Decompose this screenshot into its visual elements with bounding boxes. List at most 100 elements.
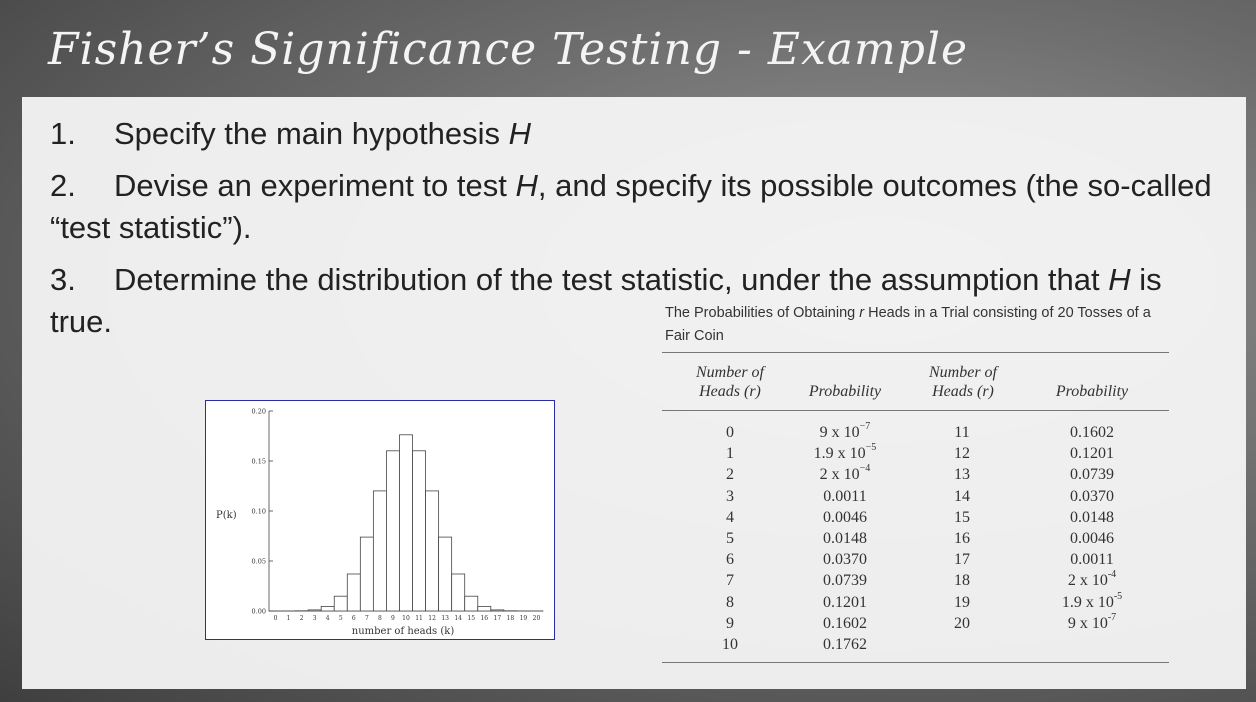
y-tick-label: 0.00	[252, 608, 266, 616]
bar	[333, 595, 348, 612]
x-tick-label: 12	[428, 615, 436, 622]
bar	[425, 490, 440, 612]
left-heads-column: 0 1 2 3 4 5 6 7 8 9 10	[700, 422, 760, 655]
step-3: 3. Determine the distribution of the test…	[50, 262, 1162, 339]
x-tick-label: 9	[391, 615, 395, 622]
heads-cell: 0	[726, 424, 734, 441]
binomial-histogram: P(k) number of heads (k) 0.00 0.05 0.10 0.1…	[205, 400, 555, 640]
step-2: 2. Devise an experiment to test H, and sp…	[50, 168, 1212, 245]
bar	[490, 609, 505, 612]
left-prob-column: 9 x 10−7 1.9 x 10−5 2 x 10−4 0.0011 0.0046 0.…	[790, 422, 900, 655]
prob-cell: 0.0370	[823, 551, 867, 569]
prob-cell: 2 x 10−4	[819, 463, 871, 484]
prob-cell: 0.0148	[1070, 508, 1114, 526]
bar	[346, 573, 361, 612]
bar	[412, 450, 426, 612]
prob-cell: 0.1201	[823, 593, 867, 611]
prob-cell: 0.0370	[1070, 487, 1114, 505]
x-tick-label: 1	[287, 615, 291, 622]
header-prob-left: Probability	[808, 383, 882, 400]
y-tick-label: 0.05	[252, 558, 266, 566]
x-tick-label: 4	[326, 615, 330, 622]
x-tick-label: 13	[441, 615, 449, 622]
heads-cell: 15	[954, 508, 970, 526]
x-tick-label: 6	[352, 615, 356, 622]
right-prob-column: 0.1602 0.1201 0.0739 0.0370 0.0148 0.0046 0.00…	[1037, 422, 1147, 634]
prob-cell: 0.0046	[823, 508, 867, 526]
table-bottom-rule	[662, 662, 1169, 663]
x-tick-label: 0	[274, 615, 278, 622]
prob-cell: 0.0739	[823, 572, 867, 590]
heads-cell: 3	[726, 487, 734, 505]
histogram-svg: P(k) number of heads (k) 0.00 0.05 0.10 0.1…	[216, 408, 544, 637]
y-axis-label: P(k)	[216, 510, 237, 521]
heads-cell: 16	[954, 529, 970, 547]
heads-cell: 6	[726, 551, 734, 569]
prob-cell: 0.0046	[1070, 529, 1114, 547]
x-tick-label: 10	[402, 615, 410, 622]
bar	[307, 609, 322, 612]
x-tick-label: 17	[494, 615, 502, 622]
table-caption: The Probabilities of Obtaining r Heads i…	[665, 305, 1151, 344]
prob-cell: 0.0011	[1070, 551, 1114, 569]
heads-cell: 14	[954, 487, 970, 505]
x-tick-label: 5	[339, 615, 343, 622]
prob-cell: 0.0739	[1070, 466, 1114, 484]
heads-cell: 11	[954, 424, 970, 441]
x-tick-label: 8	[378, 615, 382, 622]
y-tick-label: 0.15	[252, 458, 266, 466]
table-header-rule	[662, 410, 1169, 411]
bar	[451, 573, 466, 612]
table-top-rule	[662, 352, 1169, 353]
heads-cell: 10	[722, 635, 738, 653]
heads-cell: 17	[954, 551, 970, 569]
x-tick-label: 3	[313, 615, 317, 622]
prob-cell: 0.1602	[1070, 424, 1114, 441]
bar	[359, 536, 374, 612]
heads-cell: 5	[726, 529, 734, 547]
prob-cell: 1.9 x 10−5	[813, 442, 877, 463]
prob-cell: 0.0011	[823, 487, 867, 505]
bar	[399, 434, 413, 612]
bar	[386, 450, 400, 612]
heads-cell: 20	[954, 614, 970, 632]
y-tick-label: 0.10	[252, 508, 266, 516]
x-tick-label: 19	[520, 615, 528, 622]
x-tick-label: 11	[415, 615, 423, 622]
prob-cell: 9 x 10−7	[819, 421, 871, 442]
prob-cell: 1.9 x 10-5	[1061, 590, 1123, 611]
slide-title: Fisher’s Significance Testing - Example	[48, 24, 968, 75]
heads-cell: 19	[954, 593, 970, 611]
heads-cell: 7	[726, 572, 734, 590]
x-tick-label: 18	[507, 615, 515, 622]
bar	[464, 595, 479, 612]
bar	[477, 605, 492, 612]
prob-cell: 2 x 10-4	[1067, 569, 1117, 590]
step-1: 1. Specify the main hypothesis H	[50, 116, 531, 151]
prob-cell: 9 x 10-7	[1067, 611, 1117, 632]
right-heads-column: 11 12 13 14 15 16 17 18 19 20	[932, 422, 992, 634]
x-tick-label: 7	[365, 615, 369, 622]
heads-cell: 13	[954, 466, 970, 484]
x-tick-label: 16	[480, 615, 488, 622]
header-heads-left: Number of Heads (r)	[696, 364, 764, 400]
bar	[438, 536, 453, 612]
heads-cell: 8	[726, 593, 734, 611]
prob-cell: 0.1762	[823, 635, 867, 653]
x-tick-label: 2	[300, 615, 304, 622]
header-prob-right: Probability	[1055, 383, 1129, 400]
x-tick-label: 14	[454, 615, 462, 622]
prob-cell: 0.1201	[1070, 445, 1114, 463]
heads-cell: 2	[726, 466, 734, 484]
bar	[320, 605, 335, 612]
heads-cell: 12	[954, 445, 970, 463]
prob-cell: 0.1602	[823, 614, 867, 632]
prob-cell: 0.0148	[823, 529, 867, 547]
heads-cell: 4	[726, 508, 734, 526]
x-tick-label: 15	[467, 615, 475, 622]
heads-cell: 18	[954, 572, 970, 590]
heads-cell: 1	[726, 445, 734, 463]
bar	[372, 490, 387, 612]
x-tick-label: 20	[533, 615, 541, 622]
header-heads-right: Number of Heads (r)	[929, 364, 997, 400]
